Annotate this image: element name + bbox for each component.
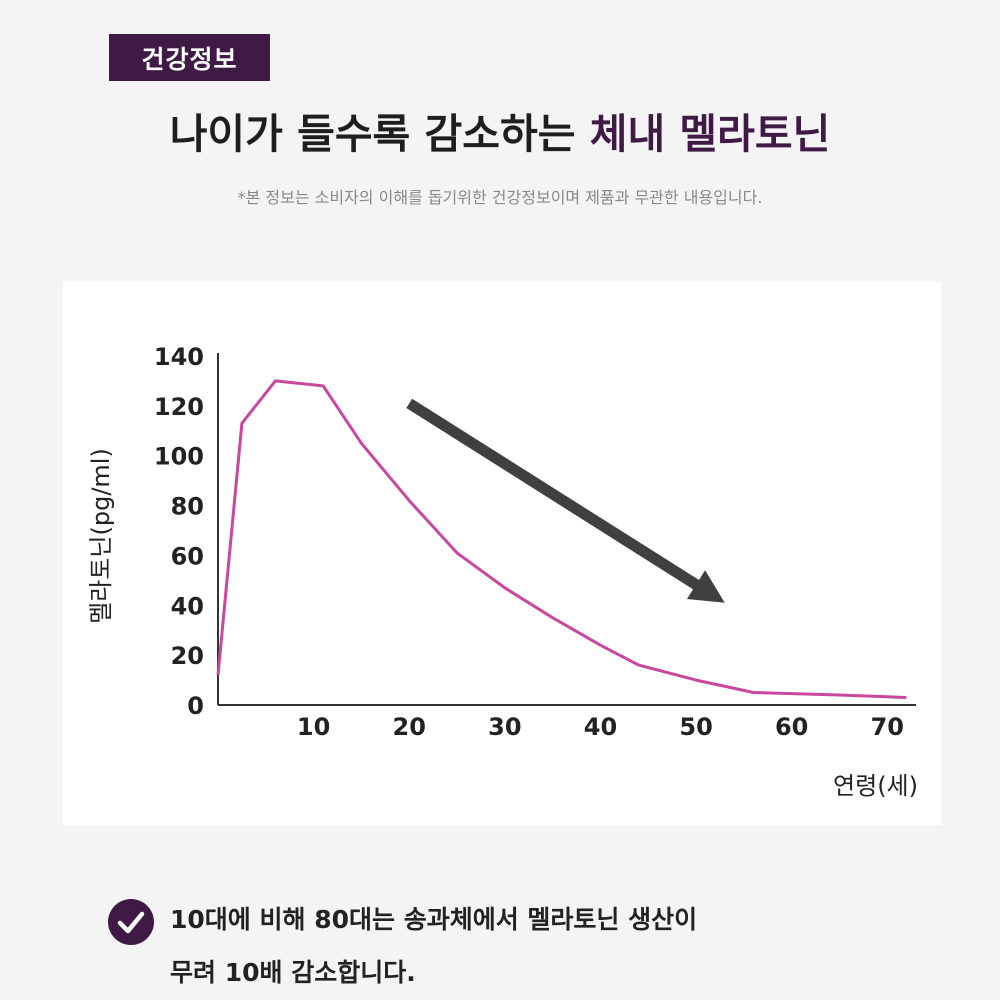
y-tick-label: 120 xyxy=(154,393,204,421)
x-tick-label: 40 xyxy=(584,713,617,741)
x-tick-label: 60 xyxy=(775,713,808,741)
y-tick-label: 140 xyxy=(154,343,204,371)
trend-arrow-head xyxy=(686,570,725,603)
trend-arrow-shaft xyxy=(406,398,701,591)
x-tick-label: 30 xyxy=(488,713,521,741)
health-info-badge: 건강정보 xyxy=(109,34,270,81)
y-tick-label: 80 xyxy=(171,493,204,521)
x-tick-label: 70 xyxy=(871,713,904,741)
check-circle-icon xyxy=(108,899,154,945)
page-title: 나이가 들수록 감소하는 체내 멜라토닌 xyxy=(0,100,1000,160)
disclaimer-text: *본 정보는 소비자의 이해를 돕기위한 건강정보이며 제품과 무관한 내용입니… xyxy=(237,188,763,207)
x-axis-label: 연령(세) xyxy=(833,772,918,800)
melatonin-line xyxy=(216,379,907,699)
trend-arrow xyxy=(406,398,725,603)
y-tick-label: 60 xyxy=(171,542,204,570)
title-accent: 체내 멜라토닌 xyxy=(589,110,831,158)
title-plain: 나이가 들수록 감소하는 xyxy=(169,110,590,158)
tick-labels: 0 20 40 60 80 100 120 140 10 20 30 40 50 60 70 xyxy=(154,343,904,741)
summary-text: 10대에 비해 80대는 송과체에서 멜라토닌 생산이 무려 10배 감소합니다… xyxy=(170,893,950,999)
series xyxy=(216,379,907,699)
chart-card: 0 20 40 60 80 100 120 140 10 20 30 40 50 60 70 멜라토닌(pg… xyxy=(63,281,941,825)
y-tick-label: 0 xyxy=(187,692,204,720)
y-tick-label: 100 xyxy=(154,443,204,471)
y-axis-label: 멜라토닌(pg/ml) xyxy=(87,448,115,624)
axes xyxy=(217,353,916,706)
x-tick-label: 10 xyxy=(297,713,330,741)
y-tick-label: 20 xyxy=(171,642,204,670)
x-tick-label: 20 xyxy=(393,713,426,741)
summary-line-2: 무려 10배 감소합니다. xyxy=(170,958,416,987)
y-tick-label: 40 xyxy=(171,592,204,620)
melatonin-age-chart: 0 20 40 60 80 100 120 140 10 20 30 40 50 60 70 멜라토닌(pg… xyxy=(87,343,918,800)
x-tick-label: 50 xyxy=(679,713,712,741)
summary-line-1: 10대에 비해 80대는 송과체에서 멜라토닌 생산이 xyxy=(170,905,698,934)
